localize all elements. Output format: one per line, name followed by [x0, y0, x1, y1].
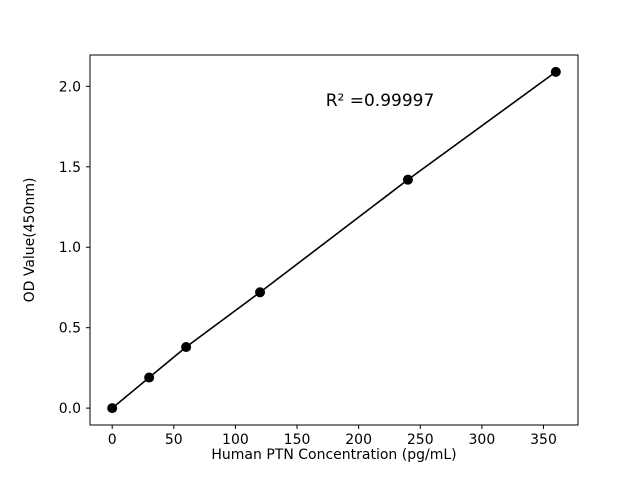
y-tick-label: 1.0 — [59, 240, 81, 256]
x-tick-label: 200 — [345, 432, 372, 448]
y-tick-label: 0.0 — [59, 401, 81, 417]
data-point — [402, 174, 413, 185]
plot-area: 0 50 100 150 200 250 300 350 0.0 0.5 1.0 1.5 2.0 — [59, 54, 579, 448]
data-point — [550, 66, 561, 77]
x-tick-label: 350 — [530, 432, 557, 448]
x-tick-label: 0 — [108, 432, 117, 448]
y-tick-label: 2.0 — [59, 79, 81, 95]
data-point — [107, 403, 118, 414]
x-tick-label: 300 — [469, 432, 496, 448]
x-tick-label: 250 — [407, 432, 434, 448]
y-axis-label: OD Value(450nm) — [22, 178, 38, 303]
x-axis-label: Human PTN Concentration (pg/mL) — [211, 447, 456, 463]
y-tick-label: 0.5 — [59, 321, 81, 337]
y-tick-label: 1.5 — [59, 160, 81, 176]
trend-line — [111, 71, 557, 409]
plot-border — [89, 54, 579, 426]
x-tick-label: 100 — [222, 432, 249, 448]
data-point — [255, 287, 266, 298]
x-tick-label: 50 — [165, 432, 183, 448]
r-squared-annotation: R² =0.99997 — [326, 91, 435, 111]
data-point — [181, 341, 192, 352]
x-tick-label: 150 — [284, 432, 311, 448]
data-point — [144, 372, 155, 383]
